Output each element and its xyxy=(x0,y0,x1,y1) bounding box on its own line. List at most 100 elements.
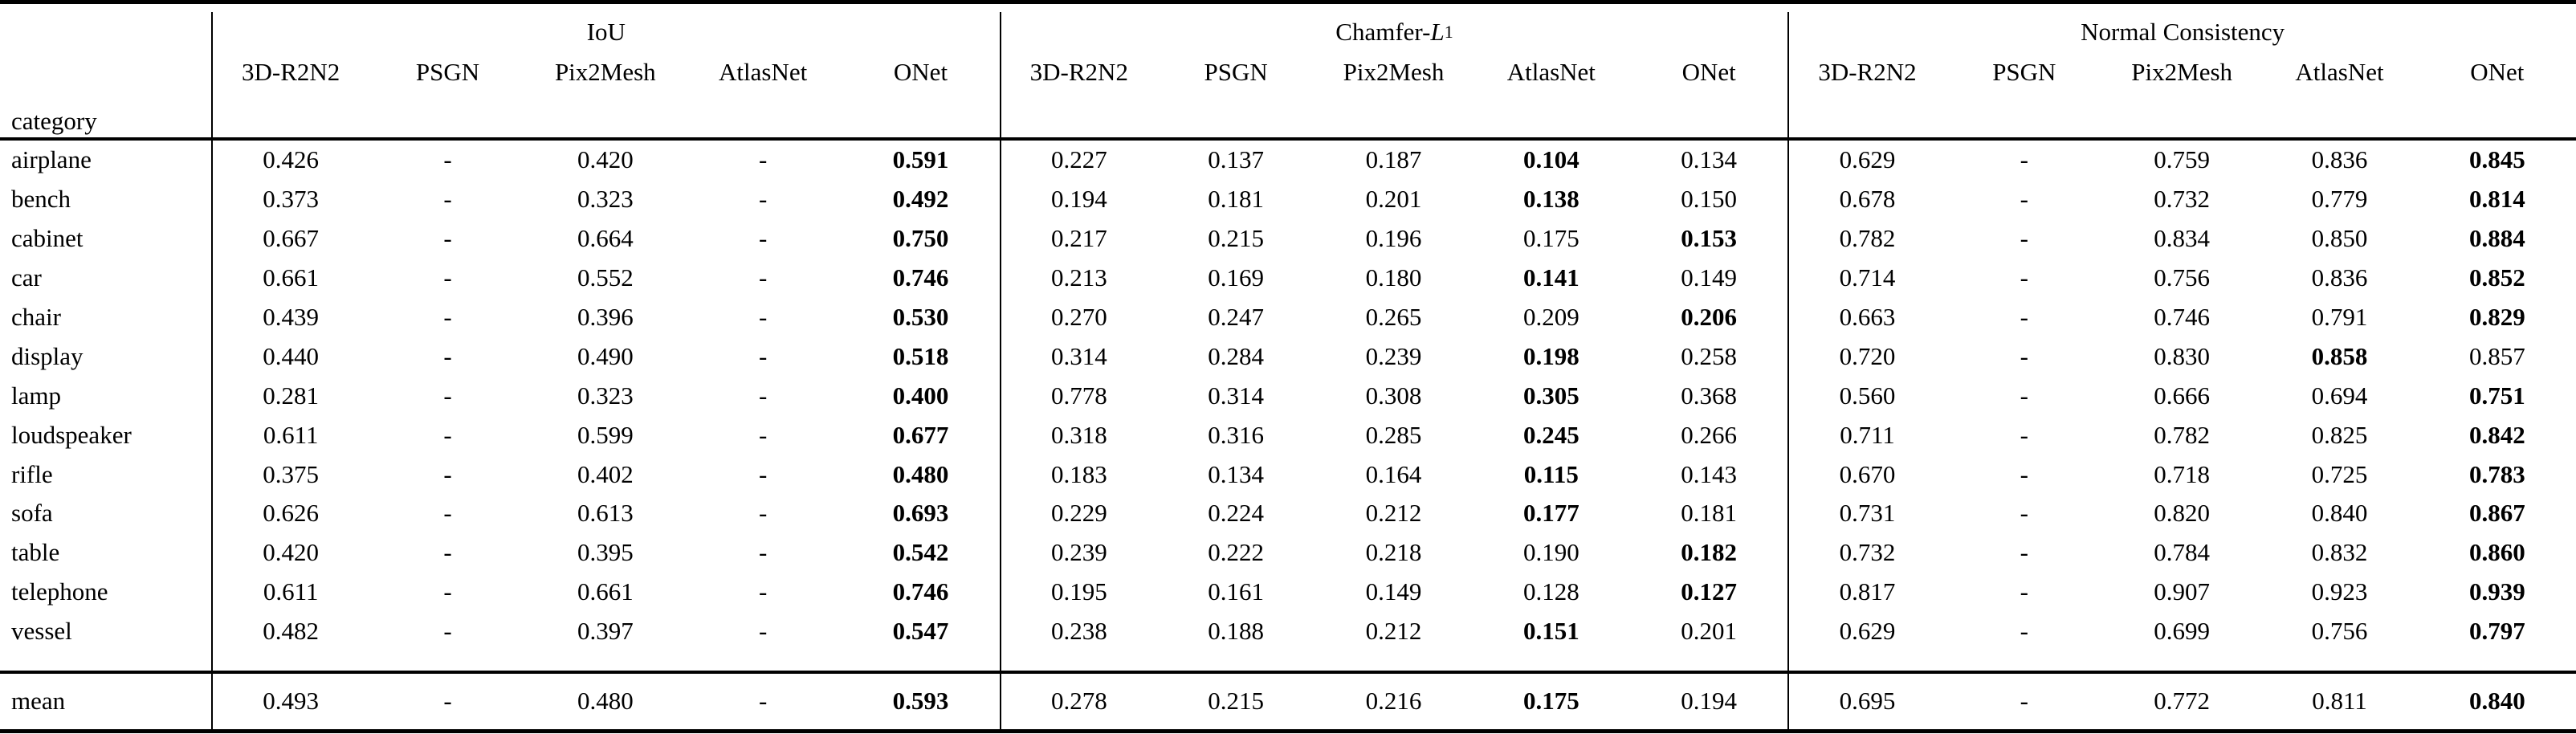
table-cell: 0.138 xyxy=(1522,185,1579,214)
table-cell: 0.395 xyxy=(577,538,634,567)
table-cell: 0.784 xyxy=(2154,538,2211,567)
table-cell: 0.720 xyxy=(1787,336,1945,377)
table-cell: 0.316 xyxy=(1208,420,1265,449)
method-header: ONet xyxy=(2470,58,2525,86)
table-cell: 0.402 xyxy=(577,459,634,488)
table-cell: 0.149 xyxy=(1681,263,1738,292)
table-cell: 0.482 xyxy=(211,611,369,651)
table-cell: 0.782 xyxy=(1787,218,1945,259)
table-cell: 0.318 xyxy=(999,415,1157,455)
group-title-chamfer-prefix: Chamfer- xyxy=(1335,18,1431,46)
table-cell: 0.215 xyxy=(1208,224,1265,253)
table-cell: 0.820 xyxy=(2154,499,2211,528)
table-cell: 0.817 xyxy=(1787,572,1945,612)
table-cell: 0.670 xyxy=(1787,455,1945,495)
table-cell: - xyxy=(2020,420,2028,449)
row-category-label: mean xyxy=(11,687,66,716)
table-cell: - xyxy=(2020,145,2028,174)
table-cell: 0.611 xyxy=(211,572,369,612)
table-cell: 0.830 xyxy=(2154,341,2211,370)
table-cell: 0.187 xyxy=(1365,145,1422,174)
table-cell: 0.778 xyxy=(999,376,1157,416)
table-cell: 0.626 xyxy=(211,494,369,533)
table-cell: - xyxy=(758,185,768,214)
table-cell: 0.375 xyxy=(211,455,369,495)
table-row-rifle: rifle 0.375 - 0.402 - 0.480 0.183 0.134 0.164 0.1… xyxy=(0,455,2576,495)
table-row-lamp: lamp 0.281 - 0.323 - 0.400 0.778 0.314 0.308 0.30… xyxy=(0,376,2576,416)
method-header: ONet xyxy=(1681,58,1736,86)
table-cell: 0.127 xyxy=(1681,577,1738,606)
table-cell: 0.213 xyxy=(999,258,1157,298)
table-cell: 0.439 xyxy=(211,297,369,337)
table-cell: 0.196 xyxy=(1365,224,1422,253)
table-cell: 0.858 xyxy=(2311,341,2368,370)
method-header-spacer xyxy=(0,52,211,92)
method-header: 3D-R2N2 xyxy=(1787,52,1945,92)
table-cell: 0.711 xyxy=(1787,415,1945,455)
table-cell: 0.845 xyxy=(2468,145,2525,174)
table-cell: 0.490 xyxy=(577,341,634,370)
table-cell: 0.746 xyxy=(892,577,949,606)
header-vline-segment xyxy=(1787,92,2576,137)
table-cell: 0.209 xyxy=(1522,303,1579,331)
table-cell: 0.611 xyxy=(211,415,369,455)
table-cell: 0.314 xyxy=(1208,381,1265,410)
method-header: AtlasNet xyxy=(2295,58,2384,86)
table-cell: 0.143 xyxy=(1681,459,1738,488)
row-category-label: bench xyxy=(11,185,71,214)
table-cell: 0.829 xyxy=(2468,303,2525,331)
table-cell: 0.258 xyxy=(1681,341,1738,370)
table-cell: 0.693 xyxy=(892,499,949,528)
mean-divider-rule xyxy=(0,670,2576,674)
row-category-label: display xyxy=(11,341,84,370)
table-cell: 0.678 xyxy=(1787,179,1945,219)
table-cell: 0.629 xyxy=(1787,611,1945,651)
table-cell: 0.666 xyxy=(2154,381,2211,410)
row-category-label: table xyxy=(11,538,60,567)
table-cell: 0.181 xyxy=(1681,499,1738,528)
table-cell: - xyxy=(443,459,452,488)
header-divider-rule xyxy=(0,137,2576,141)
table-cell: 0.791 xyxy=(2311,303,2368,331)
group-header-spacer xyxy=(0,12,211,52)
table-cell: - xyxy=(758,420,768,449)
table-cell: 0.695 xyxy=(1787,673,1945,729)
table-cell: 0.860 xyxy=(2468,538,2525,567)
spacer-vline-segment xyxy=(1787,650,2576,671)
table-cell: - xyxy=(443,499,452,528)
table-cell: 0.175 xyxy=(1522,224,1579,253)
table-cell: 0.198 xyxy=(1522,341,1579,370)
table-cell: 0.323 xyxy=(577,381,634,410)
table-cell: 0.397 xyxy=(577,617,634,646)
table-cell: - xyxy=(758,341,768,370)
table-cell: 0.779 xyxy=(2311,185,2368,214)
table-cell: 0.212 xyxy=(1365,617,1422,646)
table-cell: 0.201 xyxy=(1365,185,1422,214)
table-cell: - xyxy=(2020,341,2028,370)
table-cell: 0.836 xyxy=(2311,263,2368,292)
group-header-normal-consistency: Normal Consistency xyxy=(1787,12,2576,52)
table-cell: - xyxy=(2020,687,2028,716)
table-cell: 0.629 xyxy=(1787,141,1945,180)
table-cell: 0.216 xyxy=(1365,687,1422,716)
table-cell: 0.718 xyxy=(2154,459,2211,488)
table-cell: 0.190 xyxy=(1522,538,1579,567)
table-cell: 0.939 xyxy=(2468,577,2525,606)
group-title-chamfer-math-l: L xyxy=(1430,18,1445,46)
table-cell: - xyxy=(443,341,452,370)
table-cell: 0.115 xyxy=(1523,459,1579,488)
table-cell: 0.400 xyxy=(892,381,949,410)
table-cell: 0.694 xyxy=(2311,381,2368,410)
method-header: 3D-R2N2 xyxy=(999,52,1157,92)
table-cell: 0.194 xyxy=(999,179,1157,219)
method-header: Pix2Mesh xyxy=(554,58,656,86)
table-cell: 0.840 xyxy=(2468,687,2525,716)
table-cell: - xyxy=(758,381,768,410)
table-cell: - xyxy=(2020,381,2028,410)
table-cell: 0.480 xyxy=(892,459,949,488)
group-header-chamfer-l1: Chamfer- L 1 xyxy=(999,12,1788,52)
table-cell: - xyxy=(758,459,768,488)
method-header: 3D-R2N2 xyxy=(211,52,369,92)
table-cell: 0.278 xyxy=(999,673,1157,729)
row-category-label: lamp xyxy=(11,381,61,410)
